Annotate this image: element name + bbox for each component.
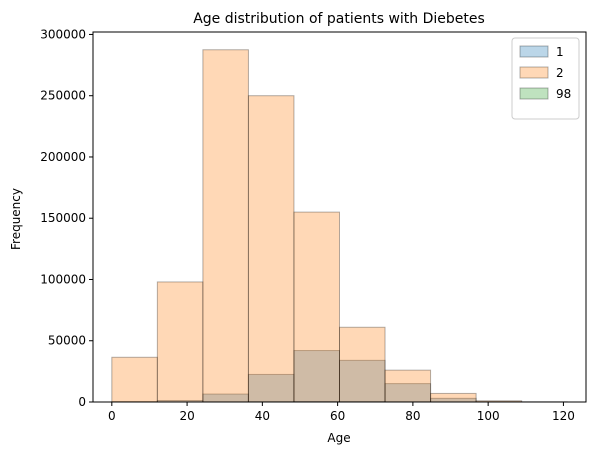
x-tick-label: 20	[179, 409, 194, 423]
x-tick-label: 100	[477, 409, 500, 423]
bar-series-2-bin-0	[111, 356, 158, 403]
bar-series-2-bin-4	[293, 211, 340, 403]
legend-swatch-1	[519, 45, 549, 58]
x-tick-label: 0	[108, 409, 116, 423]
bar-series-2-bin-1	[156, 281, 204, 403]
axes-frame	[92, 31, 587, 403]
legend-box	[511, 37, 580, 120]
x-tick-label: 60	[330, 409, 345, 423]
x-tick-label: 40	[255, 409, 270, 423]
y-tick-label: 300000	[40, 27, 86, 41]
y-tick-label: 200000	[40, 150, 86, 164]
y-tick-label: 0	[78, 395, 86, 409]
series-2	[111, 49, 568, 403]
legend-label-1: 1	[556, 45, 564, 59]
y-axis-label: Frequency	[9, 188, 23, 250]
bar-series-2-bin-5	[339, 326, 386, 403]
x-axis-label: Age	[327, 431, 350, 445]
bar-series-1-bin-5	[339, 359, 386, 403]
legend-label-2: 2	[556, 66, 564, 80]
legend: 1 2 98	[511, 37, 580, 120]
chart-title: Age distribution of patients with Diebet…	[193, 11, 485, 27]
legend-swatch-98	[519, 87, 549, 100]
plot-area: 0 20 40 60 80 100 120 0 50000 100000 150000 200000 2…	[40, 27, 587, 423]
bar-series-2-bin-7	[430, 392, 477, 403]
bar-series-2-bin-3	[247, 95, 295, 403]
bar-series-2-bin-6	[384, 369, 432, 403]
y-tick-label: 250000	[40, 89, 86, 103]
bar-series-2-bin-2	[202, 49, 249, 403]
y-tick-label: 150000	[40, 211, 86, 225]
x-tick-label: 80	[405, 409, 420, 423]
legend-swatch-2	[519, 66, 549, 79]
y-tick-label: 50000	[48, 334, 86, 348]
bar-series-1-bin-3	[247, 373, 295, 403]
x-tick-label: 120	[552, 409, 575, 423]
legend-label-98: 98	[556, 87, 571, 101]
y-tick-label: 100000	[40, 272, 86, 286]
